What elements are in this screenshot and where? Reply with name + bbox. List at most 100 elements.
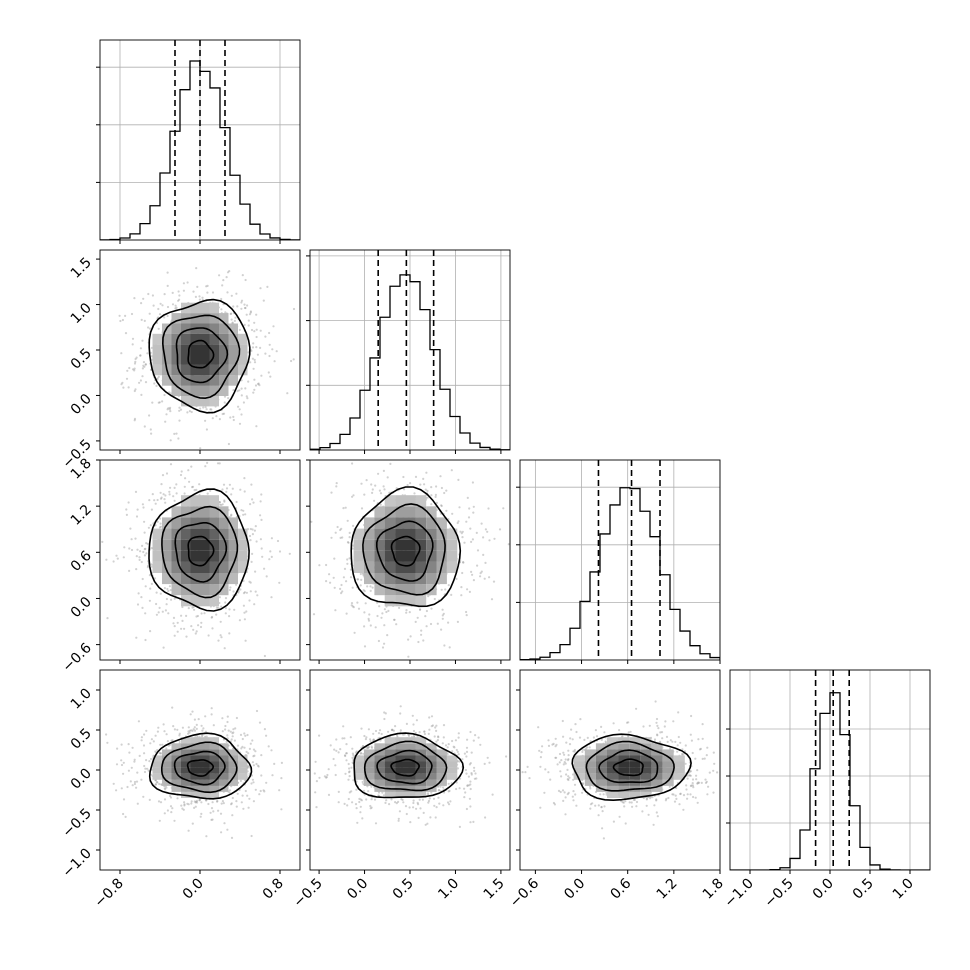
density-cell (228, 749, 238, 756)
scatter-point (128, 366, 131, 370)
scatter-point (135, 515, 139, 518)
density-cell (171, 561, 181, 573)
scatter-point (210, 713, 213, 716)
scatter-point (399, 705, 402, 708)
scatter-point (386, 476, 389, 479)
scatter-point (388, 491, 391, 494)
scatter-point (480, 522, 483, 525)
scatter-point (395, 487, 398, 490)
density-cell (200, 791, 210, 798)
density-cell (395, 743, 406, 750)
density-cell (190, 573, 200, 585)
scatter-point (236, 744, 240, 747)
scatter-point (186, 802, 189, 805)
scatter-point (367, 790, 370, 793)
density-cell (219, 354, 229, 365)
scatter-point (225, 740, 228, 743)
density-cell (190, 791, 200, 798)
scatter-point (172, 622, 175, 625)
scatter-point (258, 721, 262, 724)
density-cell (364, 561, 375, 573)
scatter-point (190, 465, 193, 468)
scatter-point (447, 782, 450, 785)
scatter-point (242, 509, 245, 512)
scatter-point (276, 539, 280, 543)
scatter-point (256, 764, 260, 767)
scatter-point (165, 747, 168, 750)
scatter-point (233, 608, 236, 611)
scatter-point (493, 537, 496, 540)
scatter-point (390, 798, 393, 801)
scatter-point (244, 278, 247, 282)
density-cell (228, 375, 238, 386)
scatter-point (120, 352, 123, 355)
scatter-point (424, 488, 427, 491)
density-cell (395, 595, 406, 607)
scatter-point (180, 470, 183, 473)
scatter-point (469, 527, 472, 530)
scatter-point (243, 746, 246, 749)
scatter-point (178, 419, 181, 422)
scatter-point (438, 802, 441, 805)
scatter-point (150, 582, 153, 585)
scatter-point (371, 586, 374, 589)
xtick-label-p0-0: −0.8 (91, 876, 126, 911)
scatter-point (253, 321, 256, 324)
scatter-point (194, 295, 197, 298)
scatter-point (240, 394, 243, 397)
scatter-point (191, 822, 194, 825)
scatter-point (149, 428, 152, 431)
scatter-point (140, 736, 143, 739)
density-cell (415, 506, 427, 518)
scatter-point (248, 534, 252, 538)
scatter-point (159, 302, 162, 305)
density-cell (171, 550, 181, 562)
density-cell (200, 561, 210, 573)
scatter-point (337, 790, 340, 793)
scatter-point (397, 817, 400, 820)
scatter-point (120, 743, 123, 746)
scatter-point (350, 604, 353, 607)
scatter-point (137, 592, 140, 595)
density-cell (228, 761, 238, 768)
density-cell (181, 767, 191, 774)
density-cell (181, 528, 191, 540)
scatter-point (402, 475, 405, 479)
scatter-point (369, 585, 372, 588)
scatter-point (424, 615, 427, 618)
scatter-point (222, 483, 226, 486)
density-cell (238, 344, 248, 355)
scatter-point (206, 284, 209, 287)
scatter-point (417, 803, 420, 806)
scatter-point (257, 765, 260, 768)
scatter-point (211, 291, 215, 294)
density-cell (200, 779, 210, 786)
scatter-point (339, 528, 342, 532)
scatter-point (280, 761, 283, 764)
scatter-point (436, 622, 439, 625)
density-cell (190, 773, 200, 780)
scatter-point (486, 530, 489, 533)
density-cell (190, 313, 200, 324)
density-cell (209, 385, 219, 396)
scatter-point (147, 292, 150, 296)
scatter-point (239, 588, 242, 591)
scatter-point (142, 795, 145, 798)
density-cell (209, 539, 219, 551)
scatter-point (235, 716, 238, 720)
density-cell (426, 506, 437, 518)
density-cell (415, 773, 427, 780)
scatter-point (425, 625, 428, 628)
density-cell (228, 323, 238, 334)
scatter-point (383, 711, 386, 714)
scatter-point (205, 735, 208, 738)
density-cell (384, 506, 396, 518)
scatter-point (193, 489, 196, 492)
scatter-point (155, 384, 158, 387)
scatter-point (151, 401, 154, 404)
scatter-point (430, 486, 433, 489)
scatter-point (463, 541, 466, 544)
scatter-point (378, 489, 381, 492)
density-cell (209, 364, 219, 376)
scatter-point (166, 740, 169, 743)
